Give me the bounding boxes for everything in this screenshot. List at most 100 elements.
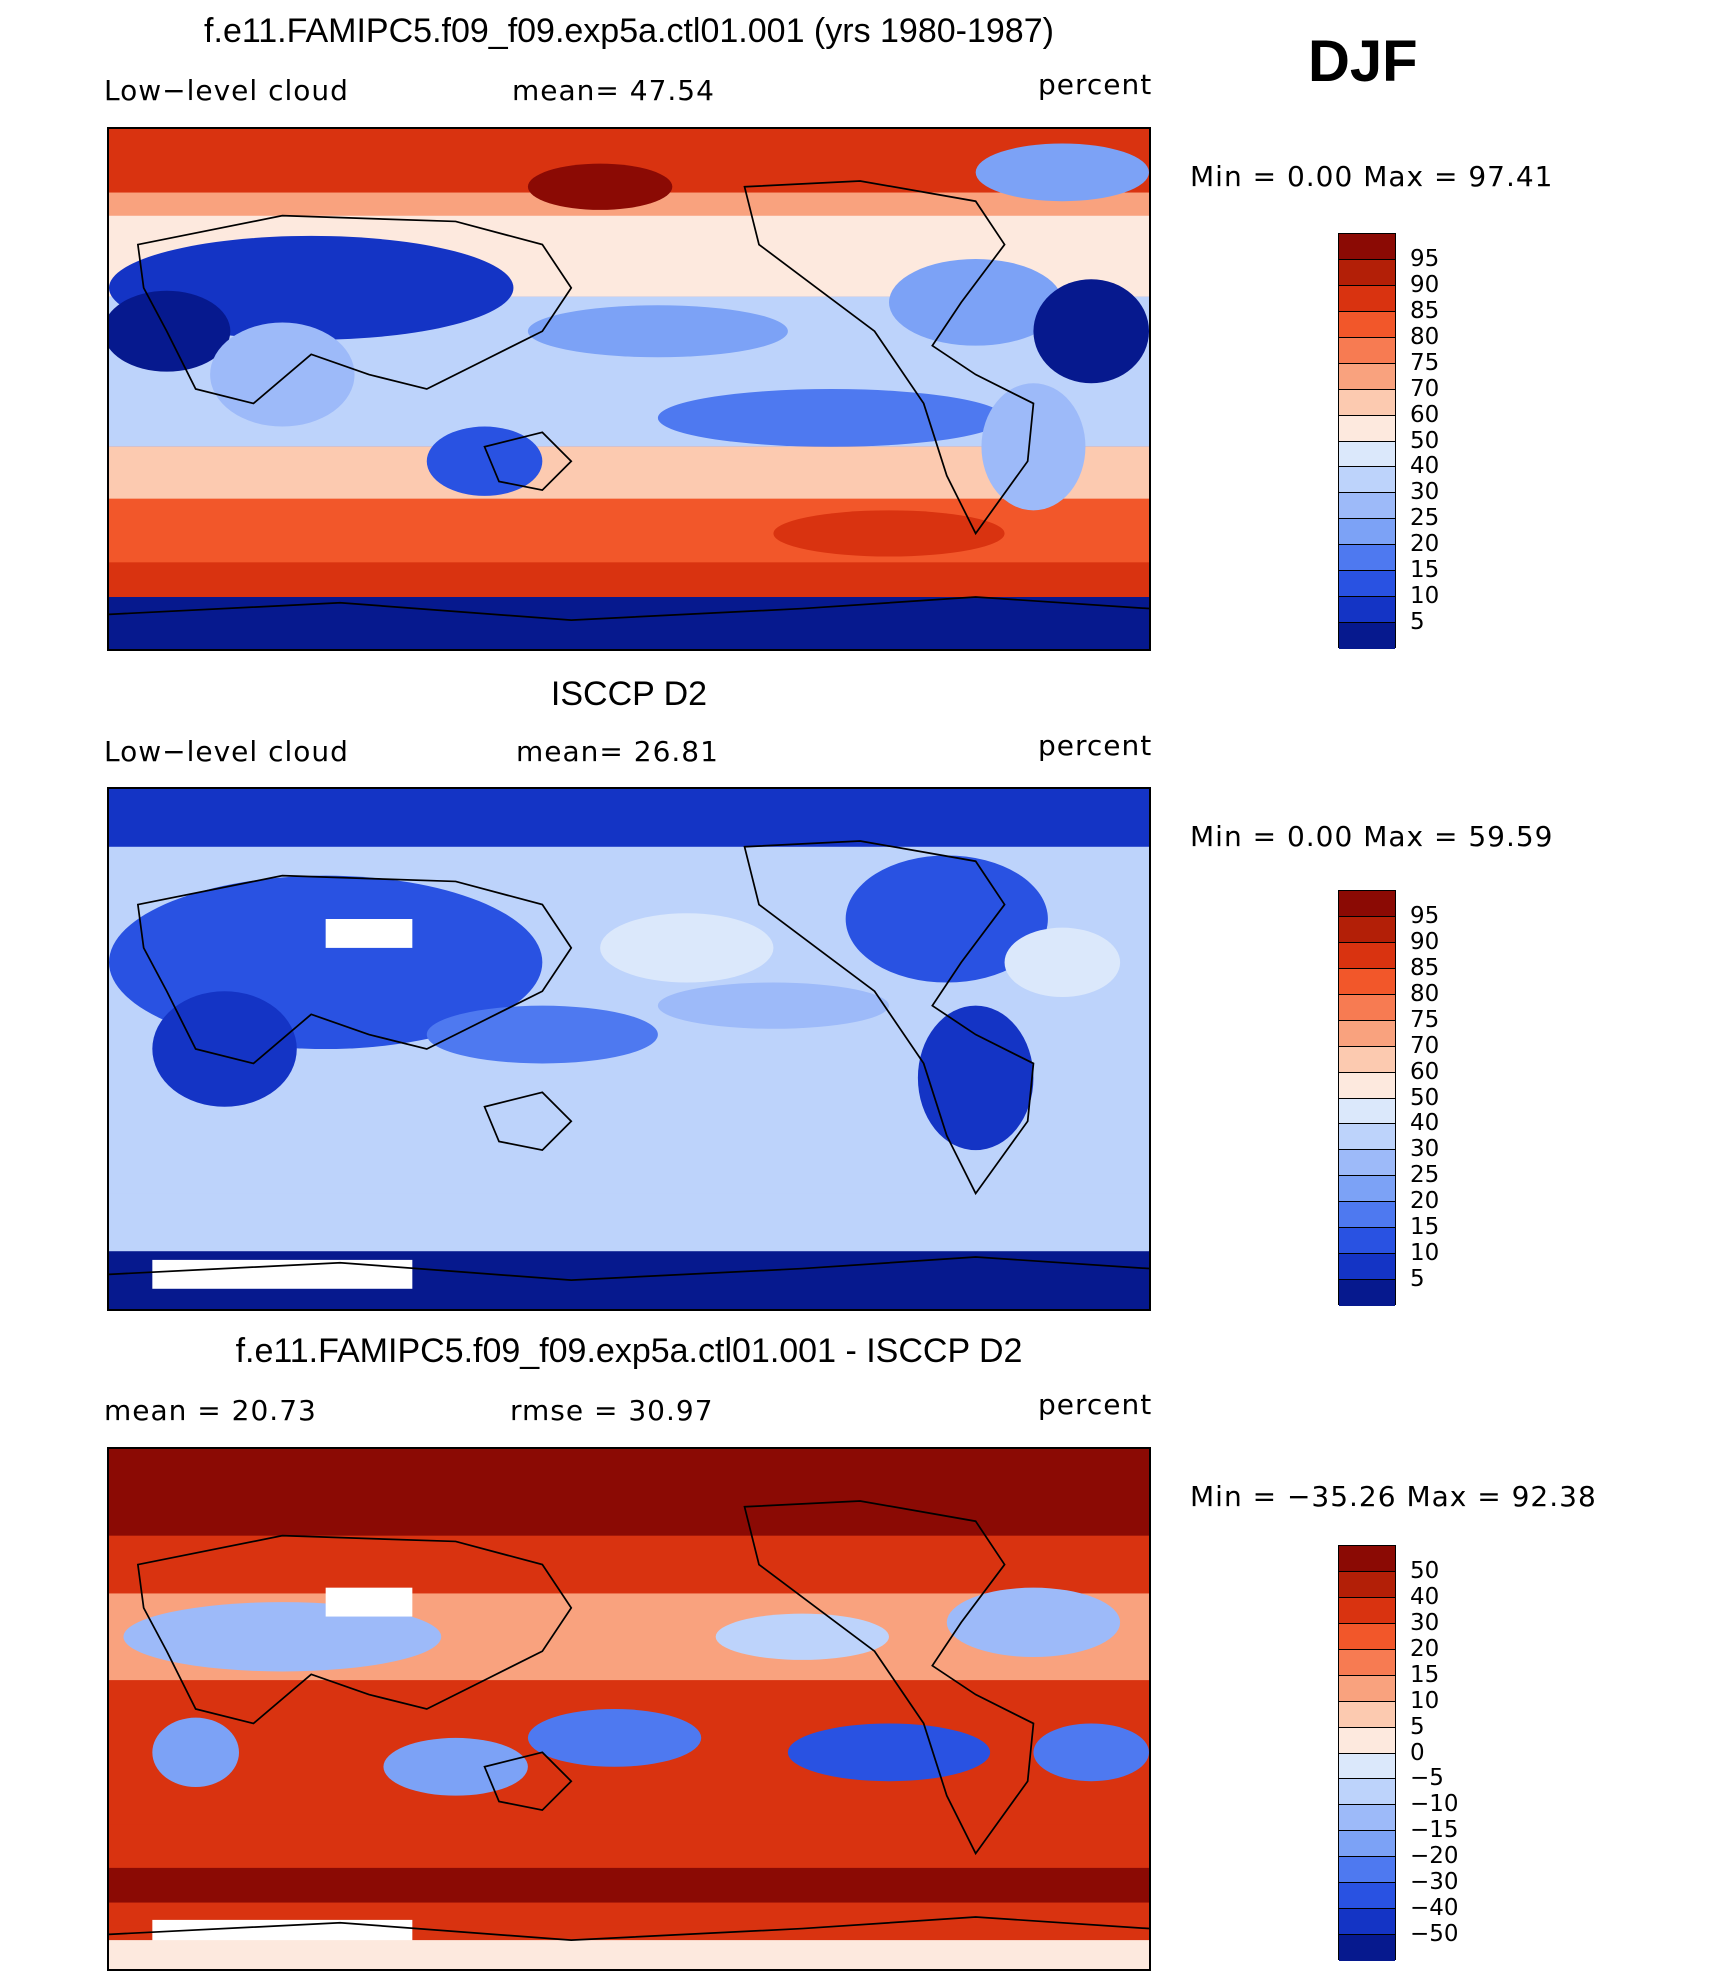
colorbar-tick-label: 75 <box>1410 1006 1440 1033</box>
colorbar-tick-label: −20 <box>1410 1843 1459 1870</box>
colorbar-swatch <box>1339 1280 1395 1306</box>
colorbar-swatch <box>1339 389 1395 416</box>
colorbar-swatch <box>1339 1623 1395 1650</box>
colorbar-swatch <box>1339 519 1395 546</box>
colorbar-swatch <box>1339 467 1395 494</box>
colorbar-tick-label: 10 <box>1410 583 1440 610</box>
colorbar-swatch <box>1339 441 1395 468</box>
colorbar-swatch <box>1339 1072 1395 1099</box>
panel-1-colorbar <box>1338 233 1396 649</box>
colorbar-tick-label: 80 <box>1410 980 1440 1007</box>
panel-1-mean-label: mean= 47.54 <box>512 74 715 107</box>
panel-2-colorbar <box>1338 890 1396 1306</box>
colorbar-swatch <box>1339 1098 1395 1125</box>
colorbar-tick-label: −50 <box>1410 1921 1459 1948</box>
colorbar-swatch <box>1339 1649 1395 1676</box>
colorbar-tick-label: 85 <box>1410 954 1440 981</box>
panel-1-title: f.e11.FAMIPC5.f09_f09.exp5a.ctl01.001 (y… <box>204 12 1054 50</box>
colorbar-swatch <box>1339 415 1395 442</box>
colorbar-swatch <box>1339 1546 1395 1572</box>
colorbar-tick-label: 40 <box>1410 453 1440 480</box>
colorbar-swatch <box>1339 363 1395 390</box>
panel-2-mean-label: mean= 26.81 <box>516 735 719 768</box>
colorbar-swatch <box>1339 916 1395 943</box>
colorbar-tick-label: −10 <box>1410 1791 1459 1818</box>
colorbar-swatch <box>1339 545 1395 572</box>
panel-2-units-label: percent <box>1038 729 1153 762</box>
colorbar-swatch <box>1339 1831 1395 1858</box>
colorbar-swatch <box>1339 1124 1395 1151</box>
panel-1-minmax-label: Min = 0.00 Max = 97.41 <box>1190 160 1554 193</box>
colorbar-swatch <box>1339 1779 1395 1806</box>
panel-3-map <box>107 1447 1151 1971</box>
colorbar-swatch <box>1339 1020 1395 1047</box>
colorbar-swatch <box>1339 1909 1395 1936</box>
colorbar-swatch <box>1339 1935 1395 1961</box>
colorbar-tick-label: 5 <box>1410 1266 1425 1293</box>
colorbar-tick-label: −15 <box>1410 1817 1459 1844</box>
colorbar-swatch <box>1339 942 1395 969</box>
colorbar-tick-label: 80 <box>1410 323 1440 350</box>
colorbar-swatch <box>1339 285 1395 312</box>
colorbar-swatch <box>1339 1597 1395 1624</box>
colorbar-tick-label: 5 <box>1410 609 1425 636</box>
panel-3-colorbar <box>1338 1545 1396 1961</box>
colorbar-tick-label: 20 <box>1410 1188 1440 1215</box>
colorbar-tick-label: 95 <box>1410 902 1440 929</box>
colorbar-tick-label: 60 <box>1410 401 1440 428</box>
colorbar-tick-label: 10 <box>1410 1240 1440 1267</box>
colorbar-tick-label: 60 <box>1410 1058 1440 1085</box>
colorbar-swatch <box>1339 259 1395 286</box>
colorbar-tick-label: 5 <box>1410 1713 1425 1740</box>
colorbar-tick-label: 25 <box>1410 505 1440 532</box>
colorbar-swatch <box>1339 1176 1395 1203</box>
panel-1-units-label: percent <box>1038 68 1153 101</box>
colorbar-swatch <box>1339 1883 1395 1910</box>
colorbar-tick-label: 15 <box>1410 1214 1440 1241</box>
season-label: DJF <box>1308 29 1418 94</box>
colorbar-swatch <box>1339 1727 1395 1754</box>
colorbar-swatch <box>1339 994 1395 1021</box>
colorbar-tick-label: 70 <box>1410 1032 1440 1059</box>
colorbar-swatch <box>1339 234 1395 260</box>
colorbar-swatch <box>1339 1701 1395 1728</box>
panel-1-map <box>107 127 1151 651</box>
colorbar-tick-label: 30 <box>1410 479 1440 506</box>
colorbar-swatch <box>1339 968 1395 995</box>
colorbar-swatch <box>1339 1150 1395 1177</box>
colorbar-swatch <box>1339 1254 1395 1281</box>
panel-2-map <box>107 787 1151 1311</box>
colorbar-swatch <box>1339 597 1395 624</box>
colorbar-swatch <box>1339 1046 1395 1073</box>
colorbar-swatch <box>1339 1675 1395 1702</box>
colorbar-tick-label: 40 <box>1410 1110 1440 1137</box>
colorbar-tick-label: 30 <box>1410 1609 1440 1636</box>
colorbar-tick-label: 50 <box>1410 1557 1440 1584</box>
colorbar-tick-label: 25 <box>1410 1162 1440 1189</box>
colorbar-tick-label: 20 <box>1410 1635 1440 1662</box>
isccp-cloud-map <box>109 789 1149 1309</box>
panel-1-variable-label: Low−level cloud <box>104 74 349 107</box>
panel-3-title: f.e11.FAMIPC5.f09_f09.exp5a.ctl01.001 - … <box>235 1332 1023 1370</box>
colorbar-swatch <box>1339 1857 1395 1884</box>
colorbar-tick-label: 10 <box>1410 1687 1440 1714</box>
colorbar-swatch <box>1339 623 1395 649</box>
colorbar-swatch <box>1339 311 1395 338</box>
colorbar-tick-label: 40 <box>1410 1583 1440 1610</box>
colorbar-tick-label: 85 <box>1410 297 1440 324</box>
colorbar-swatch <box>1339 1753 1395 1780</box>
colorbar-swatch <box>1339 571 1395 598</box>
panel-2-variable-label: Low−level cloud <box>104 735 349 768</box>
colorbar-tick-label: 90 <box>1410 928 1440 955</box>
colorbar-tick-label: 0 <box>1410 1739 1425 1766</box>
panel-3-mean-label: mean = 20.73 <box>104 1394 317 1427</box>
panel-3-rmse-label: rmse = 30.97 <box>510 1394 714 1427</box>
colorbar-swatch <box>1339 1202 1395 1229</box>
difference-map <box>109 1449 1149 1969</box>
colorbar-tick-label: 75 <box>1410 349 1440 376</box>
colorbar-swatch <box>1339 1571 1395 1598</box>
colorbar-tick-label: 30 <box>1410 1136 1440 1163</box>
colorbar-tick-label: −5 <box>1410 1765 1444 1792</box>
colorbar-swatch <box>1339 337 1395 364</box>
colorbar-swatch <box>1339 493 1395 520</box>
